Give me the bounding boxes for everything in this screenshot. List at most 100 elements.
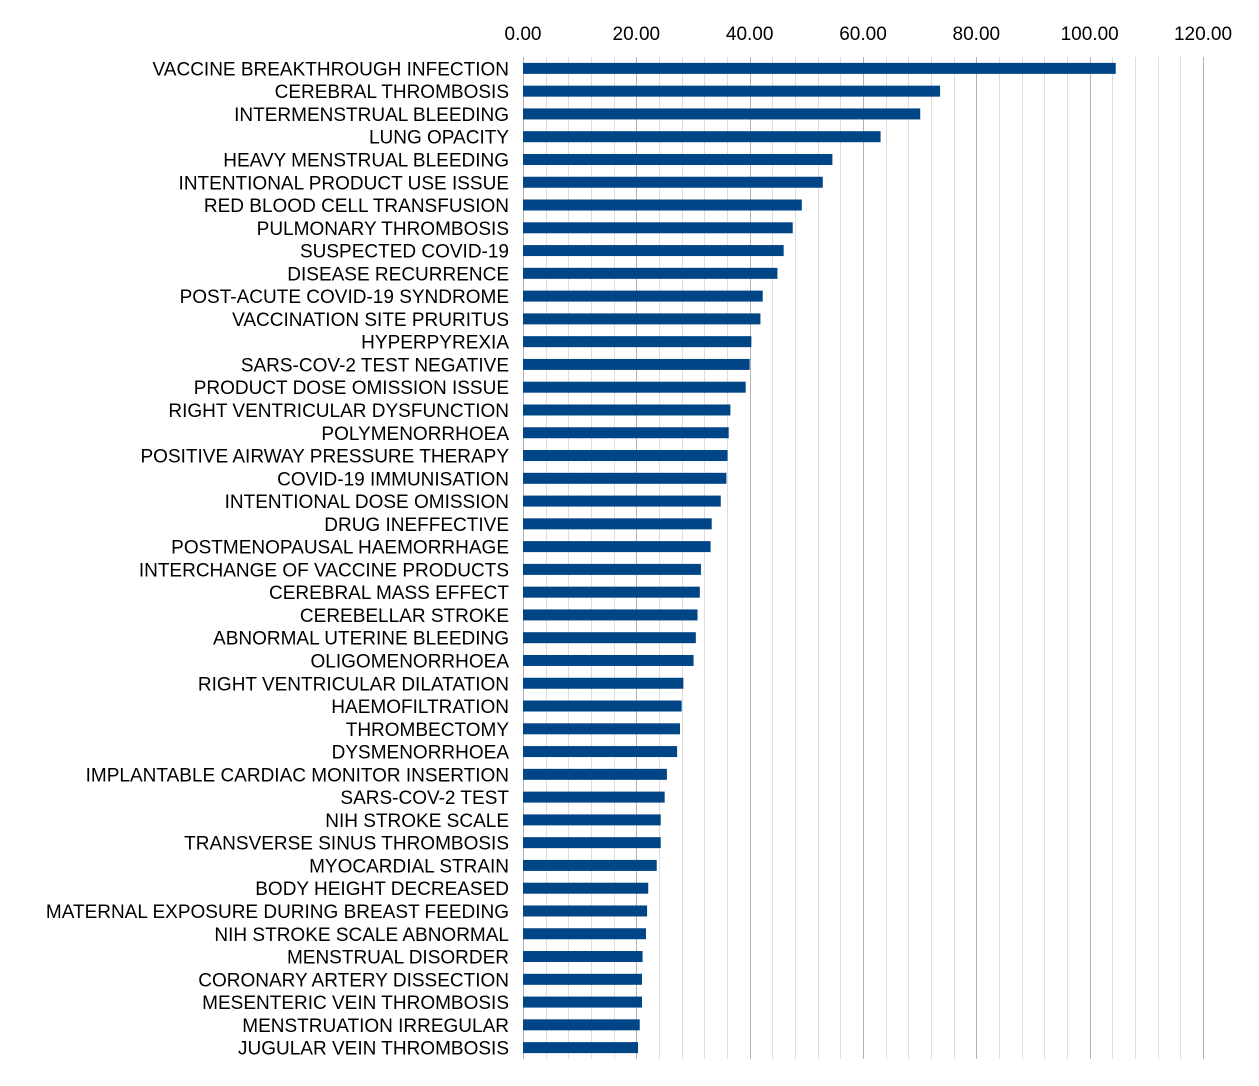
bar — [523, 905, 648, 917]
bar — [523, 609, 698, 621]
category-label: MENSTRUATION IRREGULAR — [242, 1016, 509, 1037]
bar — [523, 563, 701, 575]
category-label: INTERMENSTRUAL BLEEDING — [234, 105, 509, 126]
bar — [523, 290, 763, 302]
category-label: NIH STROKE SCALE ABNORMAL — [214, 925, 509, 946]
bar — [523, 746, 678, 758]
category-label: RIGHT VENTRICULAR DYSFUNCTION — [168, 401, 509, 422]
category-label: PRODUCT DOSE OMISSION ISSUE — [194, 378, 509, 399]
category-label: MYOCARDIAL STRAIN — [309, 856, 509, 877]
category-label: INTERCHANGE OF VACCINE PRODUCTS — [139, 560, 509, 581]
bar — [523, 153, 833, 165]
category-label: HEAVY MENSTRUAL BLEEDING — [223, 150, 509, 171]
x-tick-label: 20.00 — [613, 24, 661, 45]
bar — [523, 518, 712, 530]
category-label: POST-ACUTE COVID-19 SYNDROME — [180, 287, 509, 308]
category-label: MATERNAL EXPOSURE DURING BREAST FEEDING — [46, 902, 509, 923]
x-tick-label: 80.00 — [953, 24, 1001, 45]
x-axis-tick-labels: 0.00 20.00 40.00 60.00 80.00 100.00 120.00 — [505, 24, 1233, 45]
category-label: MESENTERIC VEIN THROMBOSIS — [202, 993, 509, 1014]
bar — [523, 541, 711, 553]
bar — [523, 1019, 640, 1031]
category-label: INTENTIONAL DOSE OMISSION — [225, 492, 509, 513]
category-label: DYSMENORRHOEA — [332, 743, 510, 764]
category-label: POLYMENORRHOEA — [321, 424, 509, 445]
bar — [523, 313, 761, 325]
bar — [523, 267, 778, 279]
bar — [523, 859, 657, 871]
x-tick-label: 100.00 — [1061, 24, 1119, 45]
category-label: POSTMENOPAUSAL HAEMORRHAGE — [171, 538, 509, 559]
x-tick-label: 0.00 — [505, 24, 542, 45]
category-label: LUNG OPACITY — [369, 128, 509, 149]
bar — [523, 404, 731, 416]
category-label: RED BLOOD CELL TRANSFUSION — [204, 196, 509, 217]
bar — [523, 791, 665, 803]
category-label: CEREBRAL MASS EFFECT — [269, 583, 509, 604]
bar — [523, 951, 643, 963]
category-label: ABNORMAL UTERINE BLEEDING — [213, 629, 509, 650]
category-label: THROMBECTOMY — [346, 720, 510, 741]
category-label: CEREBELLAR STROKE — [300, 606, 509, 627]
category-label: PULMONARY THROMBOSIS — [257, 219, 509, 240]
bar — [523, 199, 802, 211]
category-label: COVID-19 IMMUNISATION — [277, 469, 509, 490]
category-label: SUSPECTED COVID-19 — [300, 242, 509, 263]
bar — [523, 108, 921, 120]
category-label: DRUG INEFFECTIVE — [324, 515, 509, 536]
bar — [523, 427, 729, 439]
bar — [523, 1042, 639, 1054]
category-label: VACCINE BREAKTHROUGH INFECTION — [153, 59, 509, 80]
bar — [523, 837, 661, 849]
bar — [523, 700, 682, 712]
bar — [523, 62, 1116, 74]
category-label: VACCINATION SITE PRURITUS — [232, 310, 509, 331]
category-label: OLIGOMENORRHOEA — [311, 651, 510, 672]
x-tick-label: 120.00 — [1174, 24, 1232, 45]
bar — [523, 472, 727, 484]
bar — [523, 723, 680, 735]
category-label: SARS-COV-2 TEST — [340, 788, 509, 809]
bar — [523, 222, 793, 234]
category-label: CORONARY ARTERY DISSECTION — [198, 970, 509, 991]
bar — [523, 245, 784, 257]
category-label: INTENTIONAL PRODUCT USE ISSUE — [179, 173, 509, 194]
bar — [523, 358, 750, 370]
bar — [523, 768, 667, 780]
bar — [523, 928, 646, 940]
bar — [523, 973, 642, 985]
bar — [523, 632, 696, 644]
bars — [523, 62, 1116, 1054]
bar — [523, 586, 700, 598]
bar — [523, 996, 642, 1008]
category-label: HYPERPYREXIA — [361, 333, 509, 354]
bar — [523, 336, 752, 348]
category-label: POSITIVE AIRWAY PRESSURE THERAPY — [141, 447, 510, 468]
category-label: CEREBRAL THROMBOSIS — [275, 82, 509, 103]
bar — [523, 814, 661, 826]
x-tick-label: 60.00 — [839, 24, 887, 45]
category-label: IMPLANTABLE CARDIAC MONITOR INSERTION — [86, 765, 509, 786]
bar — [523, 381, 746, 393]
bar — [523, 131, 881, 143]
category-label: HAEMOFILTRATION — [331, 697, 509, 718]
category-label: RIGHT VENTRICULAR DILATATION — [198, 674, 509, 695]
x-tick-label: 40.00 — [726, 24, 774, 45]
bar — [523, 654, 694, 666]
bar — [523, 677, 684, 689]
category-label: DISEASE RECURRENCE — [287, 264, 509, 285]
category-label: NIH STROKE SCALE — [325, 811, 509, 832]
bar — [523, 85, 941, 97]
bar — [523, 450, 728, 462]
bar — [523, 176, 823, 188]
bar — [523, 882, 649, 894]
category-label: TRANSVERSE SINUS THROMBOSIS — [184, 834, 509, 855]
category-label: BODY HEIGHT DECREASED — [255, 879, 509, 900]
category-label: SARS-COV-2 TEST NEGATIVE — [241, 355, 509, 376]
bar — [523, 495, 721, 507]
category-label: MENSTRUAL DISORDER — [287, 948, 509, 969]
category-label: JUGULAR VEIN THROMBOSIS — [238, 1039, 509, 1060]
